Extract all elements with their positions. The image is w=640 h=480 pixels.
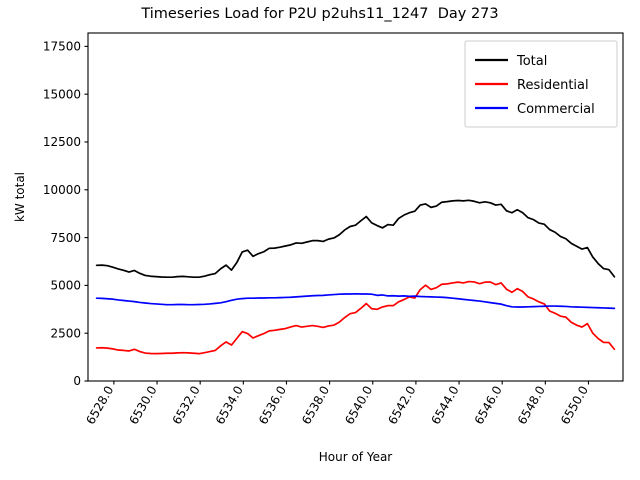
y-tick-label: 7500 — [50, 231, 81, 245]
legend-label-total: Total — [516, 54, 547, 69]
x-tick-label: 6536.0 — [256, 384, 289, 427]
legend-box — [464, 40, 618, 128]
x-tick-label: 6538.0 — [299, 384, 332, 427]
x-tick-label: 6550.0 — [558, 384, 591, 427]
x-tick-label: 6544.0 — [429, 384, 462, 427]
x-tick-label: 6542.0 — [385, 384, 418, 427]
x-axis-ticks: 6528.0 6530.0 6532.0 6534.0 6536.0 6538.0 6540… — [83, 381, 591, 427]
axes-frame — [87, 32, 624, 382]
y-tick-label: 2500 — [50, 326, 81, 340]
series-line-residential — [95, 280, 616, 355]
x-tick-label: 6532.0 — [170, 384, 203, 427]
chart-title: Timeseries Load for P2U p2uhs11_1247 Day… — [141, 6, 499, 22]
x-tick-label: 6546.0 — [472, 384, 505, 427]
legend-label-residential: Residential — [517, 78, 589, 93]
series-line-commercial — [95, 292, 616, 310]
y-axis-ticks: 0 2500 5000 7500 10000 12500 15000 17500 — [43, 40, 88, 388]
y-tick-label: 10000 — [43, 183, 81, 197]
series-line-total — [95, 199, 616, 279]
legend-label-commercial: Commercial — [517, 102, 595, 117]
x-tick-label: 6548.0 — [515, 384, 548, 427]
x-tick-label: 6540.0 — [342, 384, 375, 427]
y-tick-label: 12500 — [43, 135, 81, 149]
x-axis-label: Hour of Year — [318, 450, 393, 464]
y-tick-label: 0 — [73, 374, 81, 388]
y-tick-label: 5000 — [50, 279, 81, 293]
y-tick-label: 15000 — [43, 87, 81, 101]
y-axis-label: kW total — [13, 171, 27, 223]
x-tick-label: 6528.0 — [83, 384, 116, 427]
y-tick-label: 17500 — [43, 40, 81, 54]
data-series-group — [95, 199, 616, 355]
x-tick-label: 6534.0 — [213, 384, 246, 427]
chart-legend: Total Residential Commercial — [464, 40, 618, 128]
x-tick-label: 6530.0 — [127, 384, 160, 427]
